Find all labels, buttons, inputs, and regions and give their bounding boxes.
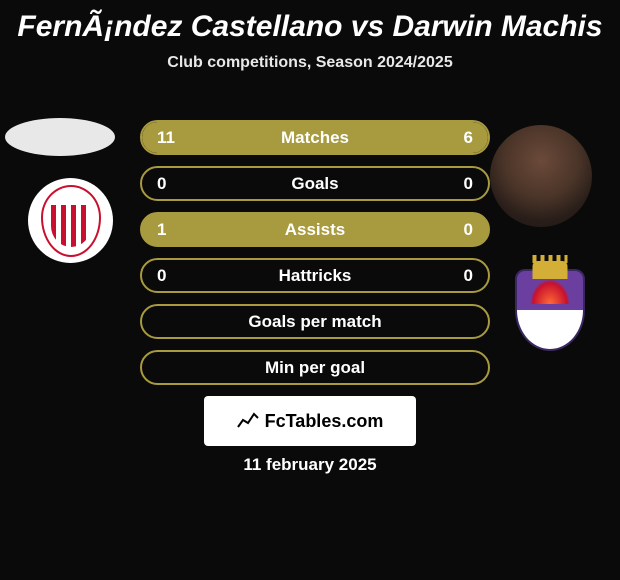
subtitle: Club competitions, Season 2024/2025 <box>0 54 620 72</box>
stat-label: Min per goal <box>142 358 488 378</box>
stat-label: Goals <box>142 174 488 194</box>
stat-bar: Min per goal <box>140 350 490 385</box>
page-title: FernÃ¡ndez Castellano vs Darwin Machis <box>0 0 620 44</box>
crest-crown-icon <box>533 261 568 279</box>
stat-row-gpm: Goals per match <box>140 304 490 339</box>
stat-bar: 1 Assists 0 <box>140 212 490 247</box>
stat-label: Matches <box>142 128 488 148</box>
logo-text: FcTables.com <box>237 410 384 433</box>
stat-right-value: 0 <box>464 266 473 286</box>
stat-bar: Goals per match <box>140 304 490 339</box>
club-crest-left <box>28 178 113 263</box>
club-crest-right <box>500 260 600 360</box>
stat-bar: 0 Hattricks 0 <box>140 258 490 293</box>
player-right-photo <box>490 125 592 227</box>
stat-right-value: 0 <box>464 174 473 194</box>
crest-flames-icon <box>530 279 570 304</box>
stats-table: 11 Matches 6 0 Goals 0 1 Assists 0 0 <box>140 120 490 396</box>
stat-row-assists: 1 Assists 0 <box>140 212 490 247</box>
stat-label: Goals per match <box>142 312 488 332</box>
stat-label: Hattricks <box>142 266 488 286</box>
stat-right-value: 0 <box>464 220 473 240</box>
crest-shield-icon <box>515 269 585 351</box>
comparison-infographic: FernÃ¡ndez Castellano vs Darwin Machis C… <box>0 0 620 580</box>
stat-row-hattricks: 0 Hattricks 0 <box>140 258 490 293</box>
stat-bar: 11 Matches 6 <box>140 120 490 155</box>
crest-shield-icon <box>41 185 101 257</box>
source-logo: FcTables.com <box>204 396 416 446</box>
date-text: 11 february 2025 <box>0 455 620 475</box>
player-left-photo <box>5 118 115 156</box>
stat-row-goals: 0 Goals 0 <box>140 166 490 201</box>
logo-label: FcTables.com <box>265 411 384 432</box>
stat-row-matches: 11 Matches 6 <box>140 120 490 155</box>
stat-right-value: 6 <box>464 128 473 148</box>
stat-bar: 0 Goals 0 <box>140 166 490 201</box>
crest-stripes-icon <box>51 205 91 247</box>
stat-row-mpg: Min per goal <box>140 350 490 385</box>
stat-label: Assists <box>142 220 488 240</box>
chart-icon <box>237 410 259 433</box>
